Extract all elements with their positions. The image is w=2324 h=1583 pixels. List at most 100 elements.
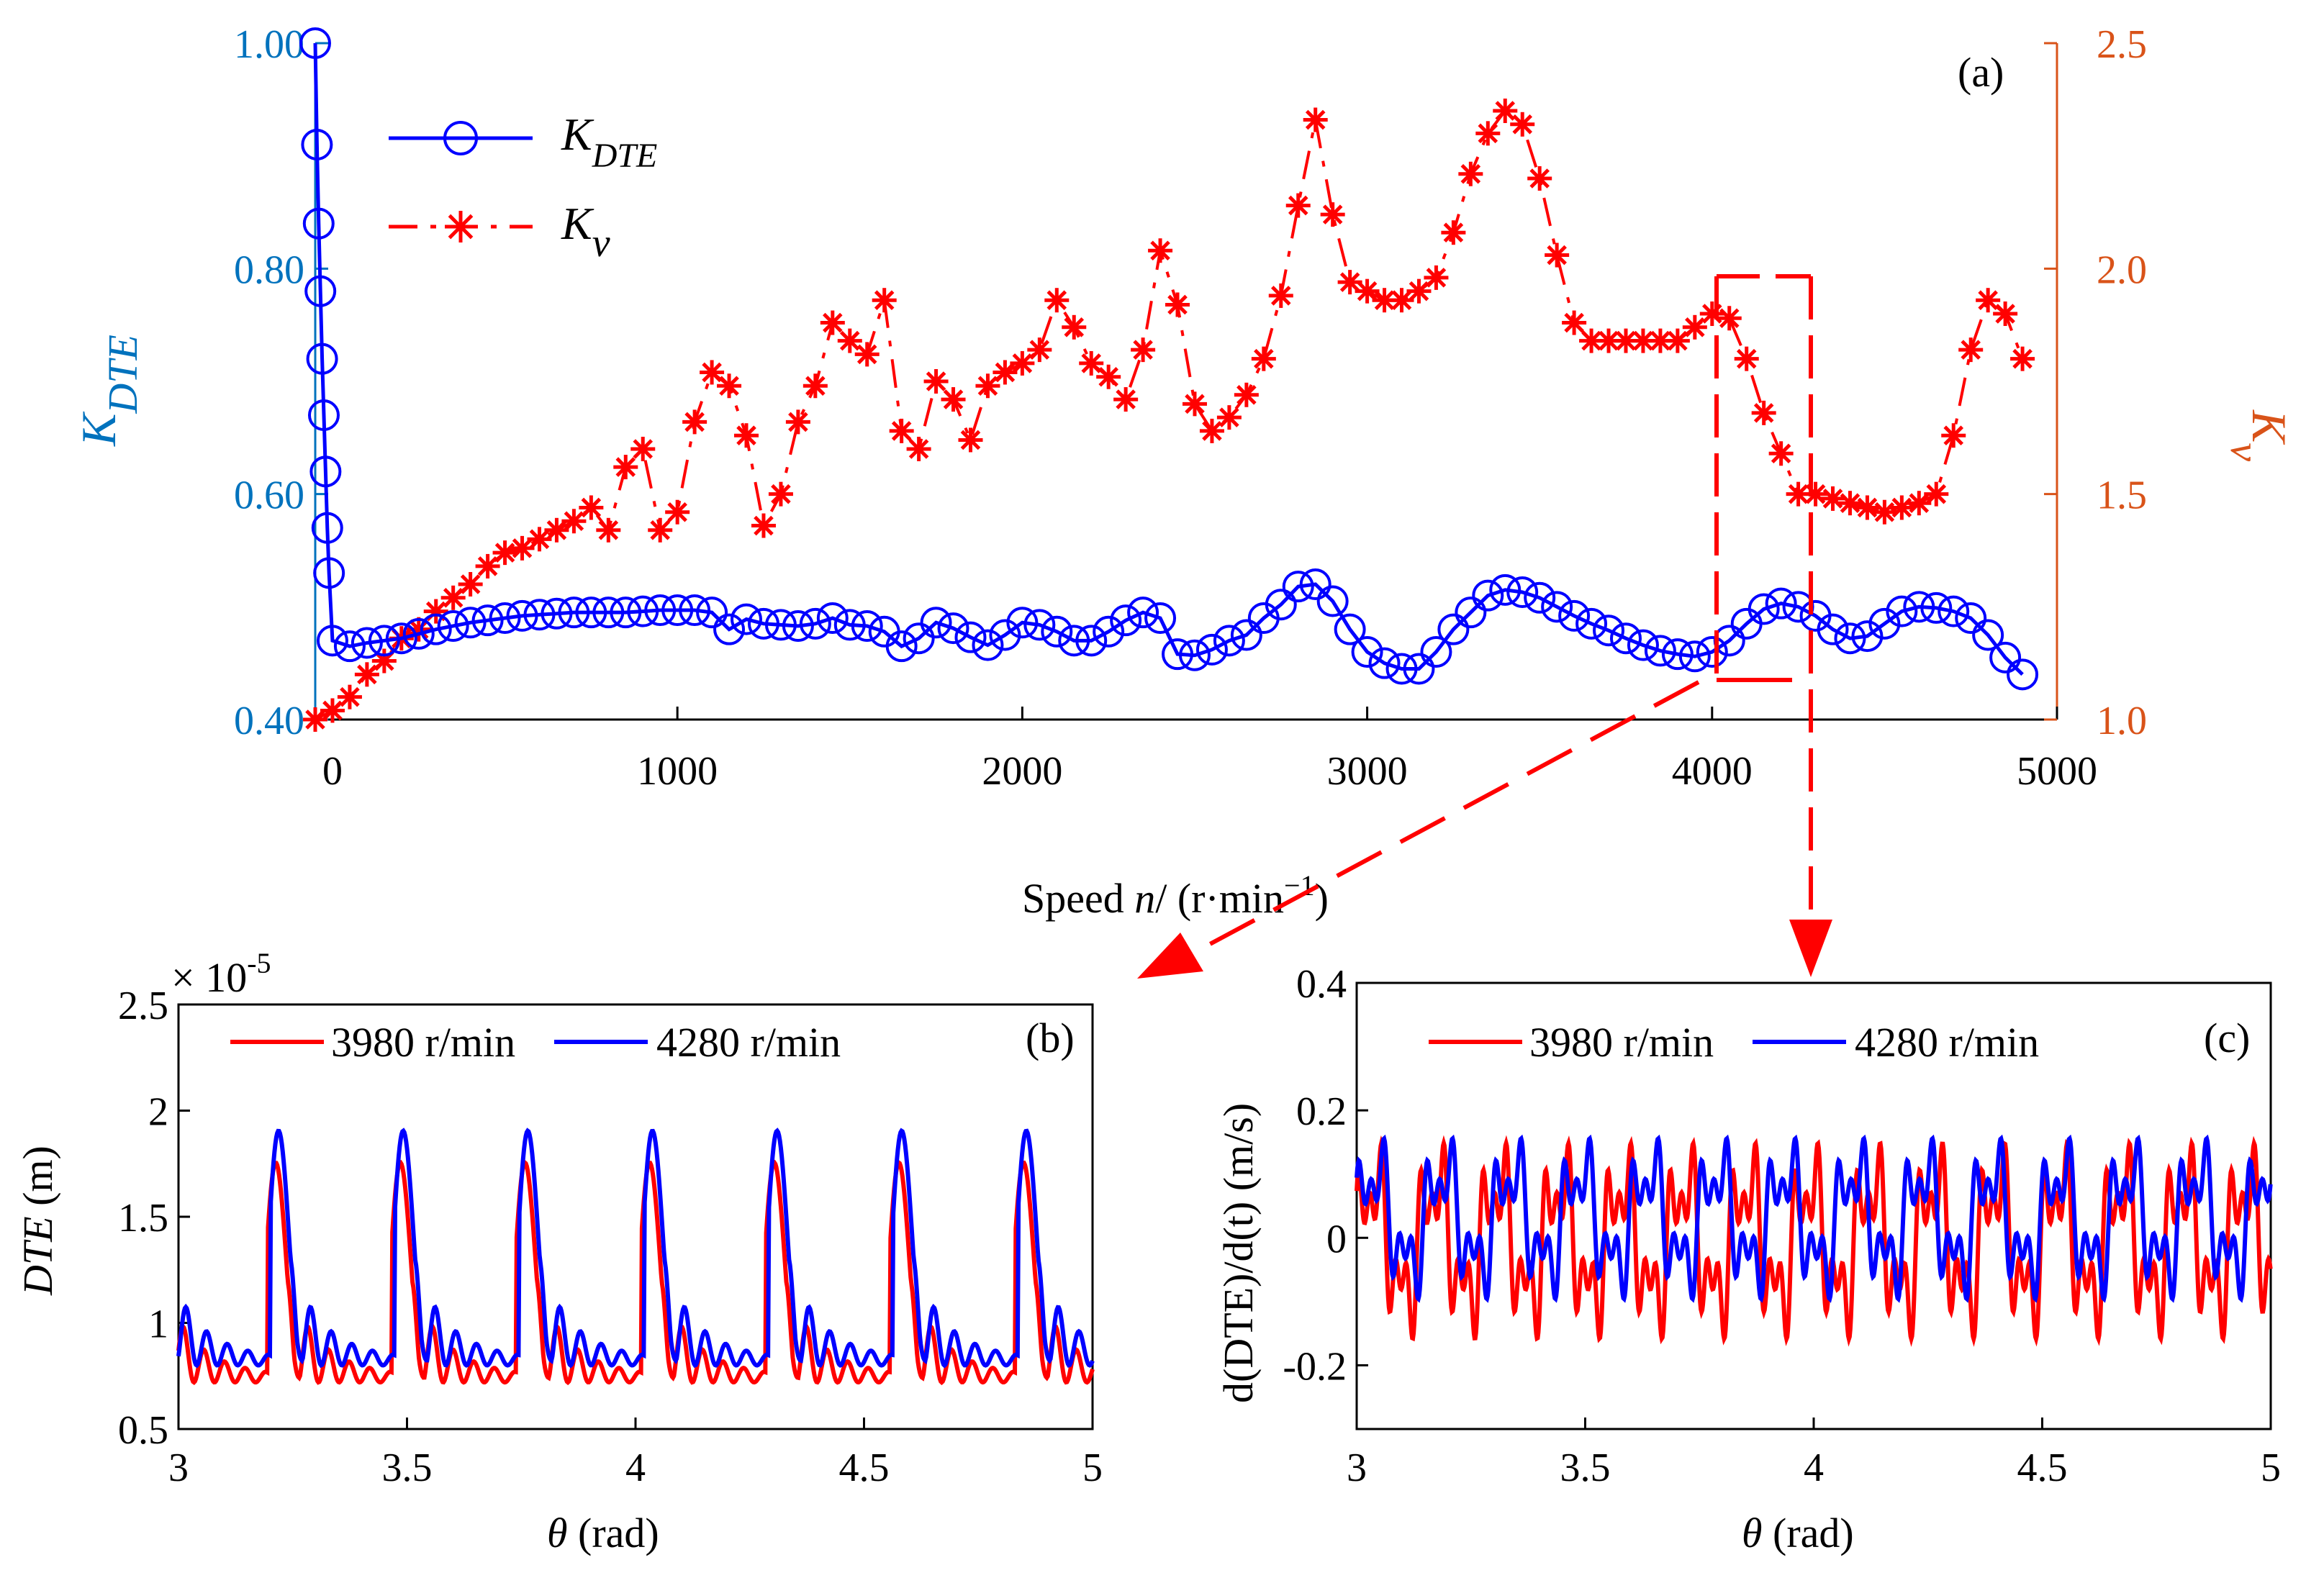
kv-point (975, 373, 1000, 399)
kdte-point (610, 597, 642, 629)
panel-a-x-tick-label: 1000 (637, 749, 718, 794)
kv-point (768, 481, 793, 507)
panel-b-series-4280 (176, 1128, 1095, 1369)
panel-c-x-tick-label: 4 (1804, 1446, 1824, 1490)
kdte-point (1558, 599, 1591, 632)
kv-point (1475, 121, 1501, 146)
kv-point (337, 684, 362, 709)
zoom-annotation (1137, 274, 1832, 979)
kv-point (1389, 288, 1414, 313)
kdte-point (1213, 625, 1245, 657)
kv-point (1113, 387, 1139, 412)
panel-c-legend: 3980 r/min 4280 r/min (1429, 1019, 2039, 1066)
panel-a-right-tick-label: 2.0 (2097, 248, 2147, 292)
kv-point (1458, 161, 1483, 186)
kdte-point (1747, 593, 1780, 625)
kv-point (1251, 346, 1276, 371)
kdte-point (1282, 571, 1314, 603)
kv-point (751, 513, 776, 538)
kdte-point (1593, 614, 1625, 647)
panel-a-left-tick-label: 1.00 (234, 22, 304, 67)
kv-point (872, 288, 897, 313)
kv-point (613, 455, 638, 480)
kv-point (993, 360, 1018, 385)
kv-point (406, 617, 431, 642)
kdte-point (972, 629, 1004, 661)
kdte-point (1817, 613, 1849, 645)
kv-point (1958, 337, 1984, 363)
panel-a-left-tick-label: 0.60 (234, 473, 304, 518)
kdte-point (1403, 653, 1435, 685)
legend-label-3980-c: 3980 r/min (1529, 1019, 1714, 1066)
kdte-point (558, 597, 590, 629)
kdte-point (1989, 641, 2022, 673)
panel-a-x-tick-label: 5000 (2017, 749, 2097, 794)
kv-point (717, 373, 742, 399)
kv-point (1976, 288, 2001, 313)
panel-b-legend: 3980 r/min 4280 r/min (230, 1019, 841, 1066)
kdte-point (506, 599, 538, 632)
kdte-point (1627, 629, 1659, 661)
kv-point (1079, 350, 1104, 376)
kdte-point (713, 613, 746, 645)
panel-b-y-tick-label: 1.5 (118, 1196, 168, 1240)
kv-point (1682, 314, 1707, 340)
kdte-point (1437, 613, 1470, 645)
kv-point (1872, 499, 1897, 525)
kdte-point (523, 599, 556, 631)
kdte-point (627, 595, 659, 627)
kdte-point (920, 607, 952, 639)
panel-c-x-tick-label: 5 (2261, 1446, 2281, 1490)
panel-c-y-tick-label: 0 (1326, 1217, 1347, 1261)
kdte-point (306, 343, 338, 375)
kv-point (527, 527, 552, 552)
panel-b-y-tick-label: 0.5 (118, 1408, 168, 1453)
kv-point (1062, 314, 1087, 340)
panel-a-right-tick-label: 1.0 (2097, 699, 2147, 743)
panel-b-y-tick-label: 2 (148, 1090, 168, 1135)
kv-point (1285, 193, 1311, 218)
kv-point (1924, 481, 1949, 507)
kdte-point (1506, 576, 1539, 608)
kdte-point (301, 129, 333, 160)
panel-c-chart: 3 3.5 4 4.5 5 -0.2 0 0.2 0.4 (c) 3980 r/min 428… (1215, 962, 2281, 1556)
kdte-point (437, 609, 469, 642)
kdte-point (747, 607, 779, 640)
panel-c-y-tick-label: 0.4 (1296, 962, 1347, 1007)
kdte-point (1075, 625, 1108, 657)
kdte-point (1127, 597, 1159, 629)
legend-label-kv: Kv (561, 198, 610, 266)
panel-b-x-tick-label: 3 (168, 1446, 189, 1490)
kdte-point (541, 597, 573, 630)
panel-a-series (299, 27, 2039, 732)
kv-point (941, 387, 966, 412)
kdte-point (1093, 615, 1125, 648)
kdte-point (471, 604, 504, 637)
panel-a-x-tick-label: 3000 (1327, 749, 1408, 794)
kv-point (1372, 288, 1397, 313)
kv-point (1320, 202, 1345, 227)
panel-c-series (1355, 1134, 2273, 1347)
kv-point (1165, 292, 1190, 317)
kv-point (2010, 346, 2035, 371)
kv-point (1562, 310, 1587, 335)
panel-a-right-tick-label: 1.5 (2097, 473, 2147, 518)
kdte-point (302, 207, 335, 240)
kv-point (475, 553, 500, 579)
panel-a-x-label: Speed n/ (r·min−1) (1022, 869, 1329, 922)
kdte-point (1868, 607, 1901, 640)
kdte-point (885, 630, 918, 663)
kv-point (1837, 491, 1863, 516)
kv-point (320, 698, 345, 723)
kv-point (1717, 306, 1742, 331)
panel-a-label: (a) (1958, 49, 2004, 96)
kdte-point (696, 597, 728, 629)
kdte-point (420, 613, 452, 645)
kdte-point (1696, 636, 1728, 668)
kdte-point (1678, 640, 1711, 673)
legend-star-shape (445, 211, 476, 242)
legend-label-3980-b: 3980 r/min (331, 1019, 515, 1066)
kv-series-line (315, 109, 2024, 721)
kdte-point (454, 607, 487, 639)
kv-point (837, 328, 862, 353)
